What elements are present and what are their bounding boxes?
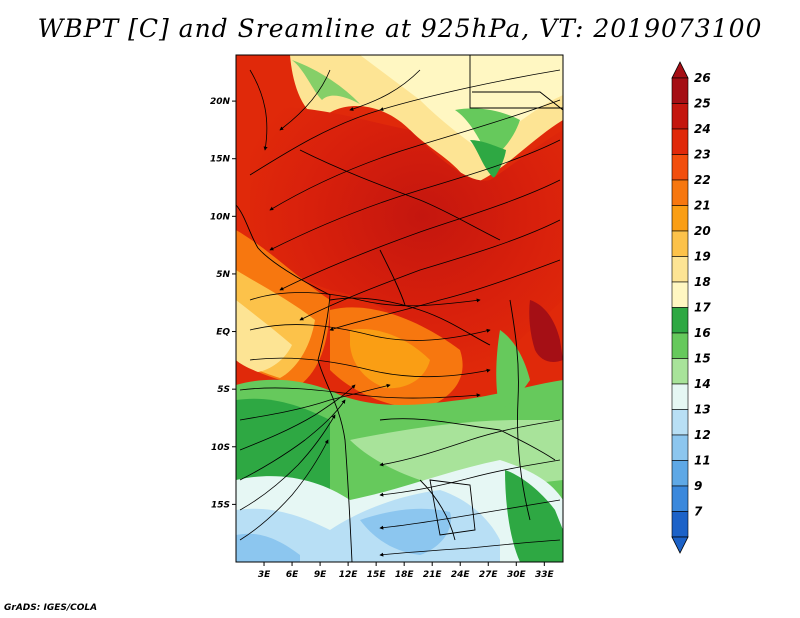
- lon-tick-label: 15E: [367, 570, 387, 580]
- lat-tick-label: 15N: [210, 155, 231, 165]
- chart-title: WBPT [C] and Sreamline at 925hPa, VT: 20…: [37, 14, 763, 43]
- colorbar-label: 15: [694, 352, 711, 366]
- streamlines: [239, 69, 561, 557]
- colorbar-label: 22: [694, 173, 711, 187]
- footer-credit: GrADS: IGES/COLA: [4, 603, 98, 613]
- colorbar-label: 7: [694, 505, 703, 519]
- colorbar-max-triangle: [671, 61, 689, 79]
- lon-tick-label: 24E: [451, 570, 471, 580]
- colorbar-swatch: [671, 485, 689, 512]
- colorbar-label: 11: [694, 454, 711, 468]
- colorbar-swatch: [671, 154, 689, 181]
- colorbar-swatch: [671, 511, 689, 538]
- lon-tick-label: 33E: [535, 570, 555, 580]
- lat-tick-label: 5S: [217, 385, 230, 395]
- wbpt-field: [236, 55, 563, 562]
- lat-tick-label: 10N: [210, 212, 231, 222]
- boundaries: [236, 55, 563, 562]
- colorbar-label: 19: [694, 250, 711, 264]
- colorbar-label: 21: [694, 199, 711, 213]
- colorbar-min-triangle: [671, 536, 689, 554]
- lon-tick-label: 6E: [286, 570, 299, 580]
- colorbar-swatch: [671, 77, 689, 104]
- map-frame: [235, 54, 564, 563]
- colorbar-label: 9: [694, 479, 702, 493]
- colorbar-swatch: [671, 358, 689, 385]
- colorbar-swatch: [671, 205, 689, 232]
- colorbar-label: 16: [694, 326, 711, 340]
- colorbar-swatch: [671, 281, 689, 308]
- colorbar-swatch: [671, 434, 689, 461]
- lon-tick-label: 21E: [423, 570, 443, 580]
- lon-tick-label: 18E: [395, 570, 415, 580]
- colorbar-swatch: [671, 230, 689, 257]
- colorbar-swatch: [671, 179, 689, 206]
- colorbar-swatch: [671, 103, 689, 130]
- lat-tick-label: 5N: [216, 270, 230, 280]
- colorbar-label: 20: [694, 224, 711, 238]
- colorbar-swatch: [671, 383, 689, 410]
- colorbar-swatch: [671, 460, 689, 487]
- lon-tick-label: 9E: [314, 570, 327, 580]
- colorbar-label: 25: [694, 97, 711, 111]
- colorbar-label: 18: [694, 275, 711, 289]
- colorbar-label: 17: [694, 301, 711, 315]
- lon-tick-label: 12E: [339, 570, 359, 580]
- longitude-axis: 3E 6E 9E 12E 15E 18E 21E 24E 27E 30E 33E: [258, 562, 555, 580]
- lon-tick-label: 27E: [479, 570, 499, 580]
- colorbar-label: 12: [694, 428, 711, 442]
- colorbar-swatch: [671, 409, 689, 436]
- colorbar-label: 23: [694, 148, 711, 162]
- colorbar-label: 24: [694, 122, 711, 136]
- lon-tick-label: 3E: [258, 570, 271, 580]
- colorbar-swatch: [671, 307, 689, 334]
- colorbar-label: 26: [694, 71, 711, 85]
- colorbar-swatch: [671, 332, 689, 359]
- colorbar-label: 14: [694, 377, 711, 391]
- latitude-axis: 20N 15N 10N 5N EQ 5S 10S 15S: [210, 97, 236, 510]
- colorbar-swatch: [671, 256, 689, 283]
- colorbar-label: 13: [694, 403, 711, 417]
- lon-tick-label: 30E: [507, 570, 527, 580]
- lat-tick-label: 10S: [211, 443, 230, 453]
- lat-tick-label: 20N: [210, 97, 231, 107]
- colorbar-swatch: [671, 128, 689, 155]
- lat-tick-label: EQ: [216, 328, 230, 338]
- lat-tick-label: 15S: [211, 500, 230, 510]
- colorbar: 26 25 24 23 22 21 20 19 18 17 16 15 14 13 12 11 9 7: [671, 61, 711, 554]
